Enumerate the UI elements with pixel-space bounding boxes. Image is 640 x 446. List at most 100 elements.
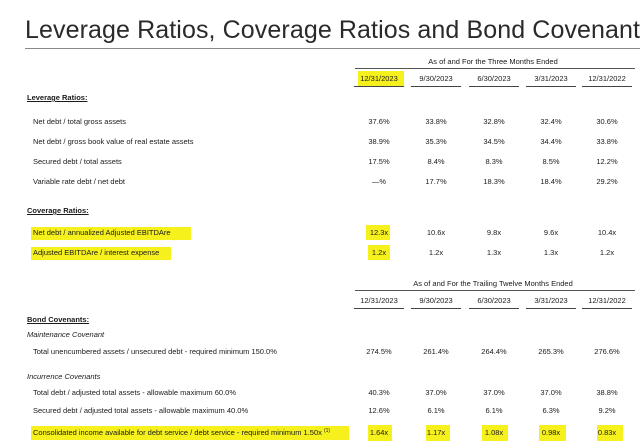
cell-value: 10.4x bbox=[597, 228, 617, 237]
table-row: Secured debt / adjusted total assets - a… bbox=[27, 404, 640, 418]
column-header: 12/31/2023 bbox=[354, 72, 404, 87]
cell-value: 9.2% bbox=[598, 406, 616, 415]
section-heading-leverage: Leverage Ratios: bbox=[27, 91, 640, 105]
cell-value: 1.17x bbox=[426, 428, 446, 437]
highlight-mark bbox=[31, 247, 171, 260]
cell-value: 12.6% bbox=[368, 406, 390, 415]
cell-value: 265.3% bbox=[538, 347, 564, 356]
cell-value: 1.64x bbox=[369, 428, 389, 437]
cell-value: 1.2x bbox=[428, 248, 444, 257]
cell-value: 8.4% bbox=[427, 157, 445, 166]
table-row: Secured debt / total assets 17.5% 8.4% 8… bbox=[27, 155, 640, 169]
cell-value: 17.5% bbox=[368, 157, 390, 166]
cell-value: 29.2% bbox=[596, 177, 618, 186]
cell-value: 12.3x bbox=[369, 228, 389, 237]
row-label: Secured debt / adjusted total assets - a… bbox=[33, 406, 249, 415]
table-row: Consolidated income available for debt s… bbox=[27, 426, 640, 440]
row-label: Secured debt / total assets bbox=[33, 157, 122, 166]
cell-value: 6.3% bbox=[542, 406, 560, 415]
cell-value: 0.83x bbox=[597, 428, 617, 437]
cell-value: 37.0% bbox=[540, 388, 562, 397]
column-header: 6/30/2023 bbox=[469, 294, 519, 309]
table-row: Total debt / adjusted total assets - all… bbox=[27, 386, 640, 400]
table-row: Net debt / gross book value of real esta… bbox=[27, 135, 640, 149]
cell-value: 1.2x bbox=[371, 248, 387, 257]
cell-value: 18.4% bbox=[540, 177, 562, 186]
column-header: 3/31/2023 bbox=[526, 72, 576, 87]
row-label: Net debt / total gross assets bbox=[33, 117, 126, 126]
cell-value: 0.98x bbox=[541, 428, 561, 437]
period-header-three-months: As of and For the Three Months Ended bbox=[428, 57, 558, 66]
highlight-mark bbox=[368, 425, 392, 441]
cell-value: 1.3x bbox=[486, 248, 502, 257]
cell-value: 261.4% bbox=[423, 347, 449, 356]
row-label: Total debt / adjusted total assets - all… bbox=[33, 388, 237, 397]
subsection-label: Incurrence Covenants bbox=[27, 372, 101, 381]
column-header: 9/30/2023 bbox=[411, 294, 461, 309]
row-label: Net debt / annualized Adjusted EBITDAre bbox=[33, 228, 171, 237]
highlight-mark bbox=[366, 225, 390, 240]
subsection-label: Maintenance Covenant bbox=[27, 330, 105, 339]
cell-value: 1.3x bbox=[543, 248, 559, 257]
row-label: Consolidated income available for debt s… bbox=[33, 426, 330, 440]
cell-value: 18.3% bbox=[483, 177, 505, 186]
cell-value: 40.3% bbox=[368, 388, 390, 397]
highlight-mark bbox=[31, 227, 191, 240]
row-label: Variable rate debt / net debt bbox=[33, 177, 126, 186]
highlight-mark bbox=[368, 245, 390, 260]
cell-value: 38.8% bbox=[596, 388, 618, 397]
row-label-text: Consolidated income available for debt s… bbox=[33, 428, 322, 437]
page-title: Leverage Ratios, Coverage Ratios and Bon… bbox=[25, 16, 640, 44]
row-label: Adjusted EBITDAre / interest expense bbox=[33, 248, 160, 257]
cell-value: 12.2% bbox=[596, 157, 618, 166]
highlight-mark bbox=[597, 425, 623, 441]
highlight-mark bbox=[358, 71, 404, 86]
cell-value: 32.4% bbox=[540, 117, 562, 126]
cell-value: 33.8% bbox=[425, 117, 447, 126]
highlight-mark bbox=[31, 426, 349, 440]
cell-value: 38.9% bbox=[368, 137, 390, 146]
cell-value: 276.6% bbox=[594, 347, 620, 356]
column-header: 9/30/2023 bbox=[411, 72, 461, 87]
section-label: Leverage Ratios: bbox=[27, 93, 88, 102]
cell-value: 8.3% bbox=[485, 157, 503, 166]
section-heading-bond-covenants: Bond Covenants: bbox=[27, 313, 640, 327]
subsection-incurrence: Incurrence Covenants bbox=[27, 370, 640, 384]
highlight-mark bbox=[482, 425, 508, 441]
cell-value: 17.7% bbox=[425, 177, 447, 186]
cell-value: —% bbox=[371, 177, 387, 186]
column-header: 12/31/2022 bbox=[582, 72, 632, 87]
cell-value: 32.8% bbox=[483, 117, 505, 126]
cell-value: 10.6x bbox=[426, 228, 446, 237]
cell-value: 8.5% bbox=[542, 157, 560, 166]
table-row: Net debt / total gross assets 37.6% 33.8… bbox=[27, 115, 640, 129]
column-header: 12/31/2022 bbox=[582, 294, 632, 309]
cell-value: 9.8x bbox=[486, 228, 502, 237]
column-header: 6/30/2023 bbox=[469, 72, 519, 87]
cell-value: 37.0% bbox=[425, 388, 447, 397]
period-header-rule bbox=[355, 290, 635, 291]
subsection-maintenance: Maintenance Covenant bbox=[27, 328, 640, 342]
cell-value: 34.5% bbox=[483, 137, 505, 146]
row-label: Net debt / gross book value of real esta… bbox=[33, 137, 194, 146]
cell-value: 1.2x bbox=[599, 248, 615, 257]
highlight-mark bbox=[426, 425, 450, 441]
cell-value: 1.08x bbox=[484, 428, 504, 437]
section-heading-coverage: Coverage Ratios: bbox=[27, 204, 640, 218]
cell-value: 35.3% bbox=[425, 137, 447, 146]
cell-value: 34.4% bbox=[540, 137, 562, 146]
highlight-mark bbox=[539, 425, 566, 441]
row-label: Total unencumbered assets / unsecured de… bbox=[33, 347, 277, 356]
cell-value: 30.6% bbox=[596, 117, 618, 126]
column-header-row: 12/31/2023 9/30/2023 6/30/2023 3/31/2023… bbox=[27, 294, 640, 309]
column-header: 12/31/2023 bbox=[354, 294, 404, 309]
cell-value: 274.5% bbox=[366, 347, 392, 356]
title-divider bbox=[25, 48, 640, 49]
section-label: Coverage Ratios: bbox=[27, 206, 89, 215]
cell-value: 6.1% bbox=[485, 406, 503, 415]
table-row: Net debt / annualized Adjusted EBITDAre … bbox=[27, 226, 640, 240]
column-header: 3/31/2023 bbox=[526, 294, 576, 309]
column-header-row: 12/31/2023 9/30/2023 6/30/2023 3/31/2023… bbox=[27, 72, 640, 87]
period-header-rule bbox=[355, 68, 635, 69]
table-row: Adjusted EBITDAre / interest expense 1.2… bbox=[27, 246, 640, 260]
